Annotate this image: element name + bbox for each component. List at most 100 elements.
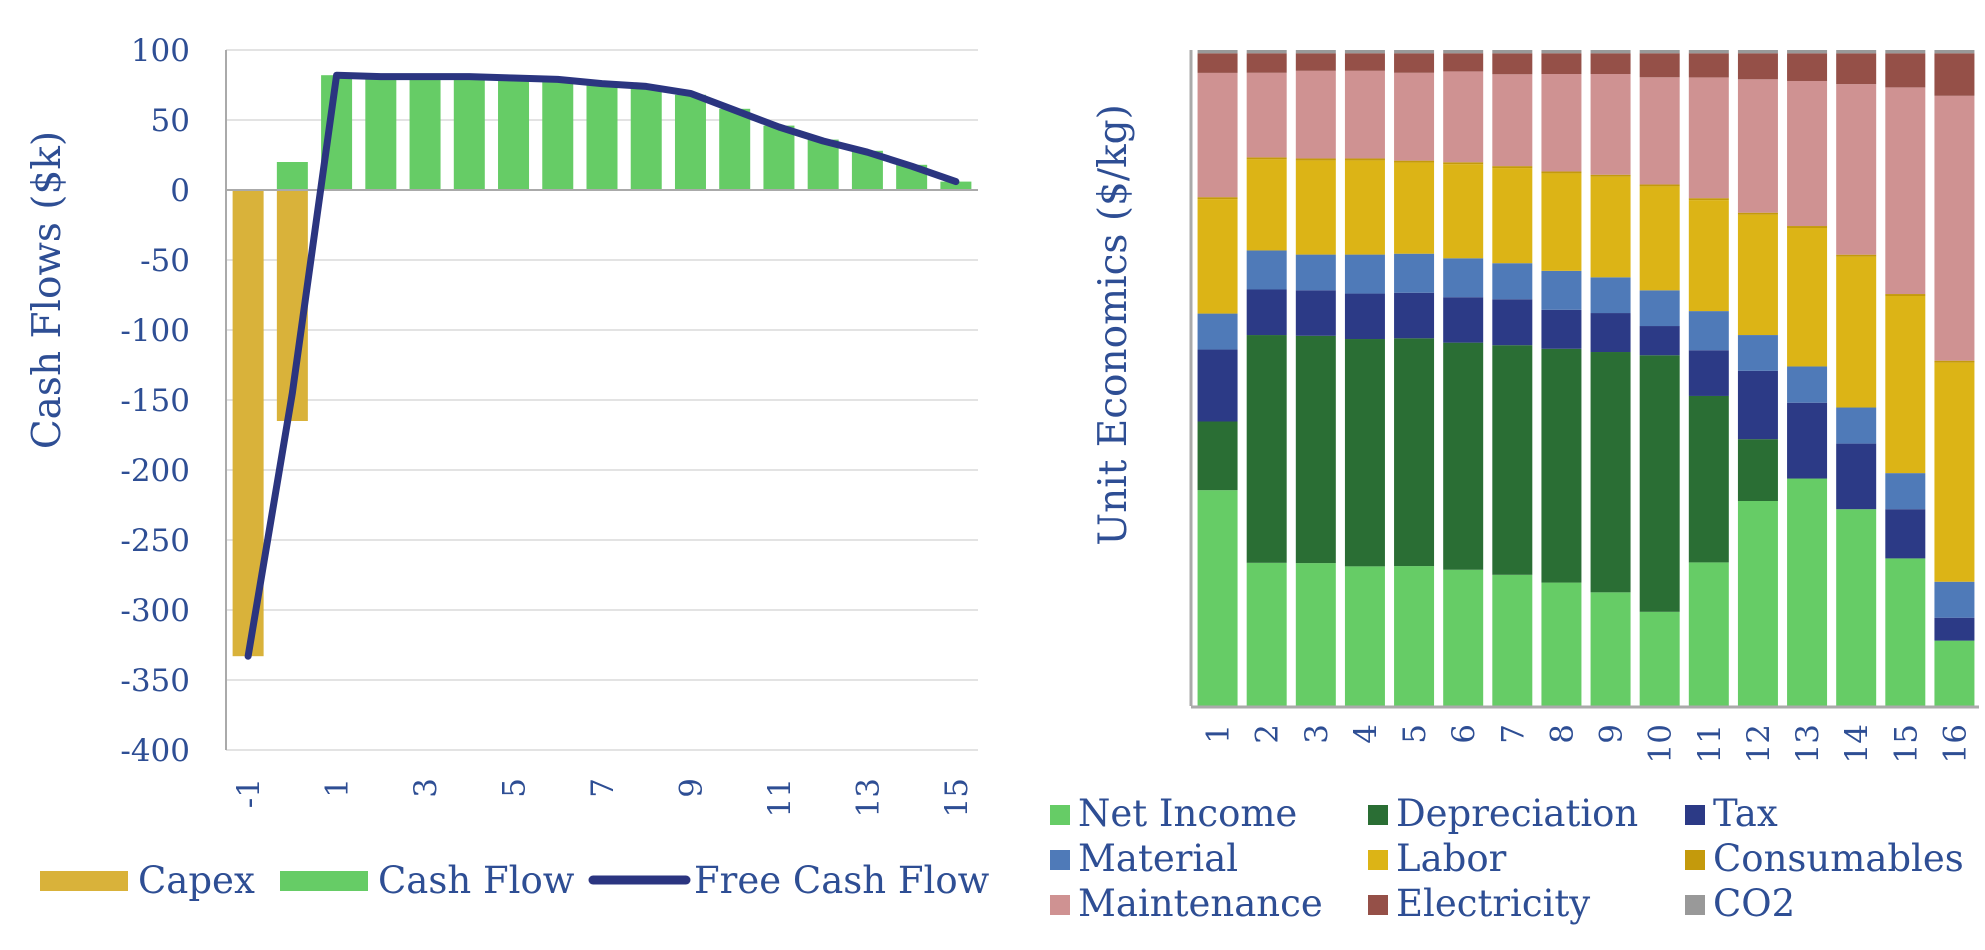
segment-tax bbox=[1836, 443, 1877, 510]
legend-label-co2: CO2 bbox=[1713, 882, 1795, 925]
segment-labor bbox=[1885, 296, 1926, 474]
cash-flow-bar bbox=[409, 78, 441, 190]
segment-consumables bbox=[1787, 226, 1828, 229]
segment-labor bbox=[1295, 160, 1336, 255]
segment-maintenance bbox=[1787, 80, 1828, 227]
segment-tax bbox=[1443, 297, 1484, 343]
cash-flow-bar bbox=[763, 125, 795, 190]
segment-net-income bbox=[1590, 592, 1631, 706]
cash-flow-bar bbox=[453, 78, 485, 190]
x-tick-label: 5 bbox=[497, 778, 533, 798]
x-tick-label: 14 bbox=[1839, 724, 1875, 763]
x-tick-label: -1 bbox=[231, 778, 267, 808]
y-axis-title: Cash Flows ($k) bbox=[25, 131, 70, 449]
x-tick-label: 16 bbox=[1937, 724, 1973, 763]
segment-maintenance bbox=[1295, 70, 1336, 159]
segment-electricity bbox=[1344, 53, 1385, 71]
segment-labor bbox=[1492, 168, 1533, 264]
cash-flow-bar bbox=[630, 87, 662, 190]
segment-maintenance bbox=[1934, 95, 1975, 361]
segment-co2 bbox=[1836, 50, 1877, 54]
segment-tax bbox=[1934, 617, 1975, 641]
x-tick-label: 4 bbox=[1348, 724, 1384, 744]
x-tick-label: 8 bbox=[1544, 724, 1580, 744]
segment-labor bbox=[1639, 186, 1680, 291]
segment-consumables bbox=[1492, 166, 1533, 169]
segment-maintenance bbox=[1443, 71, 1484, 163]
legend-label-electricity: Electricity bbox=[1396, 882, 1590, 925]
segment-electricity bbox=[1590, 53, 1631, 75]
segment-net-income bbox=[1394, 566, 1435, 706]
segment-co2 bbox=[1541, 50, 1582, 54]
x-tick-label: 3 bbox=[1299, 724, 1335, 744]
segment-electricity bbox=[1787, 53, 1828, 81]
x-tick-label: 2 bbox=[1250, 724, 1286, 744]
x-tick-label: 5 bbox=[1397, 724, 1433, 744]
segment-consumables bbox=[1443, 162, 1484, 165]
segment-depreciation bbox=[1541, 348, 1582, 583]
segment-depreciation bbox=[1246, 335, 1287, 563]
segment-labor bbox=[1443, 164, 1484, 259]
y-tick-label: -200 bbox=[120, 453, 190, 489]
legend-label-tax: Tax bbox=[1713, 792, 1778, 835]
legend-label-free-cash-flow: Free Cash Flow bbox=[694, 859, 990, 902]
cash-flow-bar bbox=[586, 83, 618, 190]
legend-swatch-consumables bbox=[1685, 850, 1705, 870]
segment-maintenance bbox=[1688, 77, 1729, 199]
x-tick-label: 7 bbox=[585, 778, 621, 798]
segment-maintenance bbox=[1246, 72, 1287, 158]
legend-swatch-tax bbox=[1685, 805, 1705, 825]
cash-flow-bar bbox=[719, 108, 751, 190]
legend-label-labor: Labor bbox=[1396, 837, 1507, 880]
x-tick-label: 12 bbox=[1741, 724, 1777, 763]
segment-depreciation bbox=[1590, 352, 1631, 593]
segment-co2 bbox=[1688, 50, 1729, 54]
segment-material bbox=[1590, 277, 1631, 314]
segment-consumables bbox=[1344, 158, 1385, 161]
x-tick-label: 1 bbox=[1201, 724, 1237, 744]
segment-co2 bbox=[1394, 50, 1435, 54]
segment-labor bbox=[1197, 199, 1238, 314]
segment-net-income bbox=[1688, 562, 1729, 706]
legend-swatch-co2 bbox=[1685, 895, 1705, 915]
segment-electricity bbox=[1836, 53, 1877, 85]
segment-tax bbox=[1688, 350, 1729, 396]
segment-labor bbox=[1688, 200, 1729, 312]
segment-co2 bbox=[1197, 50, 1238, 54]
segment-material bbox=[1197, 313, 1238, 350]
segment-tax bbox=[1787, 402, 1828, 479]
segment-material bbox=[1688, 311, 1729, 351]
segment-material bbox=[1737, 335, 1778, 371]
segment-material bbox=[1885, 473, 1926, 510]
segment-maintenance bbox=[1639, 77, 1680, 185]
segment-co2 bbox=[1934, 50, 1975, 54]
segment-tax bbox=[1737, 370, 1778, 440]
legend-label-net-income: Net Income bbox=[1078, 792, 1297, 835]
segment-material bbox=[1787, 366, 1828, 403]
segment-maintenance bbox=[1541, 74, 1582, 172]
x-tick-label: 15 bbox=[939, 778, 975, 817]
y-tick-label: -150 bbox=[120, 383, 190, 419]
segment-depreciation bbox=[1295, 335, 1336, 564]
segment-material bbox=[1492, 263, 1533, 300]
segment-net-income bbox=[1197, 490, 1238, 706]
cash-flow-bar bbox=[542, 79, 574, 190]
legend-swatch-capex bbox=[40, 871, 128, 891]
x-tick-label: 13 bbox=[1790, 724, 1826, 763]
segment-material bbox=[1541, 270, 1582, 310]
segment-tax bbox=[1394, 292, 1435, 339]
segment-electricity bbox=[1885, 53, 1926, 88]
x-tick-label: 6 bbox=[1446, 724, 1482, 744]
segment-tax bbox=[1639, 326, 1680, 356]
cash-flow-chart: 100 50 0 -50 -100 -150 -200 -250 -300 -350 -400 -1 1… bbox=[25, 33, 990, 902]
segment-tax bbox=[1246, 289, 1287, 336]
segment-consumables bbox=[1246, 157, 1287, 160]
legend-label-maintenance: Maintenance bbox=[1078, 882, 1323, 925]
segment-net-income bbox=[1443, 569, 1484, 706]
segment-electricity bbox=[1934, 53, 1975, 96]
cash-flow-bar bbox=[674, 94, 706, 190]
segment-electricity bbox=[1197, 53, 1238, 73]
x-tick-label: 1 bbox=[320, 778, 356, 798]
x-tick-label: 10 bbox=[1643, 724, 1679, 763]
